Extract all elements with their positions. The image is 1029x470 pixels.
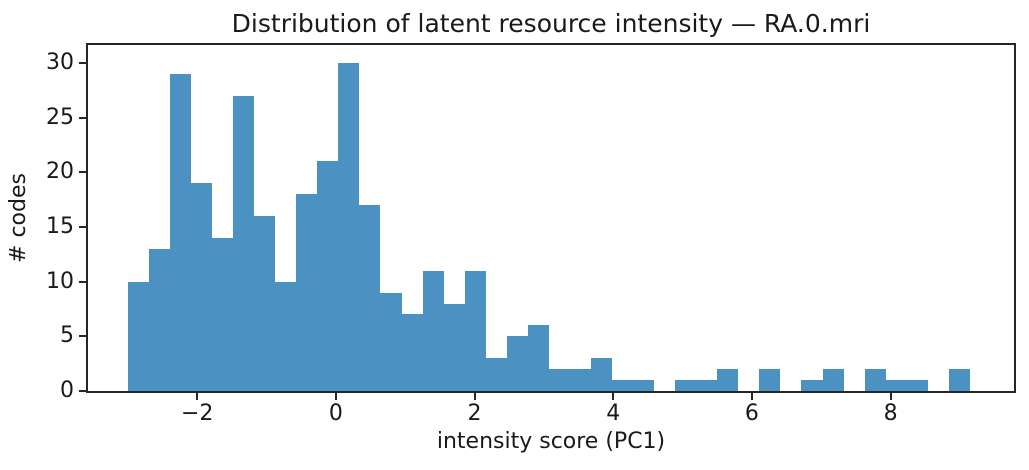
x-tick	[473, 393, 476, 400]
y-tick	[79, 390, 86, 392]
histogram-bar	[464, 270, 486, 391]
histogram-bar	[906, 380, 928, 391]
histogram-bar	[127, 281, 149, 391]
histogram-bar	[233, 95, 255, 391]
y-tick	[79, 61, 86, 64]
y-tick-label: 10	[46, 268, 74, 294]
histogram-bar	[759, 369, 781, 391]
histogram-bar	[338, 62, 360, 391]
histogram-bar	[275, 281, 297, 391]
histogram-bar	[359, 205, 381, 391]
y-tick-label: 20	[46, 159, 74, 185]
histogram-bar	[822, 369, 844, 391]
histogram-bar	[401, 314, 423, 391]
y-tick	[79, 171, 86, 174]
histogram-bar	[422, 270, 444, 391]
histogram-bar	[506, 336, 528, 391]
x-tick-label: 2	[467, 401, 482, 426]
x-tick	[750, 393, 753, 400]
y-tick	[79, 335, 86, 338]
x-tick-label: 4	[606, 401, 621, 426]
histogram-bar	[296, 194, 318, 391]
histogram-bar	[717, 369, 739, 391]
histogram-bar	[675, 380, 697, 391]
histogram-bar	[569, 369, 591, 391]
x-axis-label: intensity score (PC1)	[436, 429, 666, 454]
y-tick	[79, 280, 86, 283]
y-tick-label: 5	[60, 323, 74, 349]
histogram-bar	[801, 380, 823, 391]
y-tick-label: 30	[46, 49, 74, 75]
x-tick	[612, 393, 615, 400]
histogram-bar	[633, 380, 655, 391]
histogram-bar	[148, 248, 170, 391]
histogram-bar	[169, 73, 192, 391]
y-tick-label: 25	[46, 104, 74, 130]
histogram-bar	[443, 303, 465, 391]
histogram-bar	[212, 237, 234, 391]
x-tick-label: 8	[883, 401, 898, 426]
histogram-bar	[864, 369, 886, 391]
x-tick	[334, 393, 337, 400]
plot-area	[79, 43, 1016, 400]
y-tick	[79, 116, 86, 119]
x-tick-label: −2	[180, 401, 214, 426]
y-tick	[79, 225, 86, 228]
histogram-bar	[380, 292, 402, 391]
histogram-bar	[527, 325, 549, 391]
histogram-bar	[485, 358, 507, 391]
histogram-bar	[612, 380, 634, 391]
histogram-bar	[590, 358, 613, 391]
x-tick-label: 6	[744, 401, 759, 426]
chart-title: Distribution of latent resource intensit…	[231, 9, 871, 38]
x-tick	[196, 393, 199, 400]
y-tick-label: 0	[60, 378, 74, 403]
y-tick-label: 15	[46, 213, 74, 239]
histogram-bar	[885, 380, 907, 391]
x-tick	[889, 393, 892, 400]
histogram-bar	[317, 161, 339, 391]
x-tick-label: 0	[328, 401, 343, 426]
histogram-bar	[696, 380, 718, 391]
histogram-bar	[191, 183, 213, 391]
histogram-bar	[948, 369, 970, 391]
histogram-bar	[548, 369, 570, 391]
histogram-bar	[254, 215, 276, 391]
